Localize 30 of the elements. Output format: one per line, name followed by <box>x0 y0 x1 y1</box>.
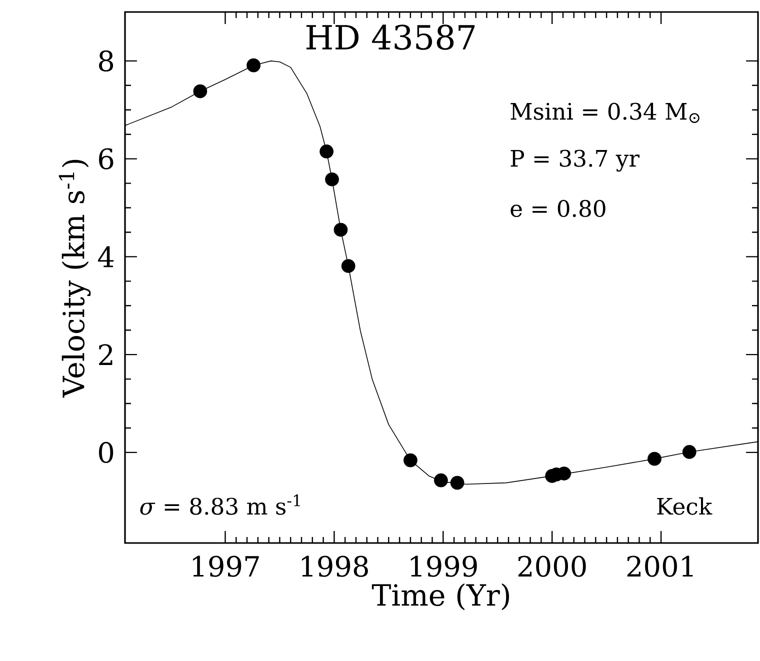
point <box>341 259 356 273</box>
x-tick-label: 1999 <box>410 556 477 577</box>
annotation: Keck <box>657 497 712 515</box>
point <box>557 466 572 480</box>
x-tick-label: 2001 <box>627 556 693 577</box>
y-tick-label: 4 <box>98 246 114 268</box>
point <box>404 453 418 468</box>
annotation: σ = 8.83 m s$^{-1}$ <box>140 494 300 515</box>
point <box>450 476 464 490</box>
point <box>682 445 696 459</box>
point <box>334 222 348 237</box>
y-tick-label: 8 <box>99 50 114 72</box>
point <box>434 473 448 488</box>
annotation: P = 33.7 yr <box>510 150 640 172</box>
x-tick-label: 2000 <box>518 556 586 577</box>
point <box>648 452 662 466</box>
point <box>325 172 339 186</box>
y-tick-label: 6 <box>99 148 114 170</box>
x-axis-title: Time (Yr) <box>372 583 510 610</box>
chart-title: HD 43587 <box>306 24 475 50</box>
y-tick-label: 2 <box>99 344 112 365</box>
x-tick-label: 1997 <box>193 556 259 577</box>
point <box>320 144 334 158</box>
y-axis-title: Velocity (km s$^{-1}$) <box>58 160 91 398</box>
y-tick-label: 0 <box>98 442 114 464</box>
annotation: Msini = 0.34 M$_{⊙}$ <box>510 102 700 124</box>
x-tick-label: 1998 <box>302 556 368 577</box>
annotation: e = 0.80 <box>510 200 606 218</box>
point <box>193 84 208 98</box>
point <box>246 58 260 72</box>
